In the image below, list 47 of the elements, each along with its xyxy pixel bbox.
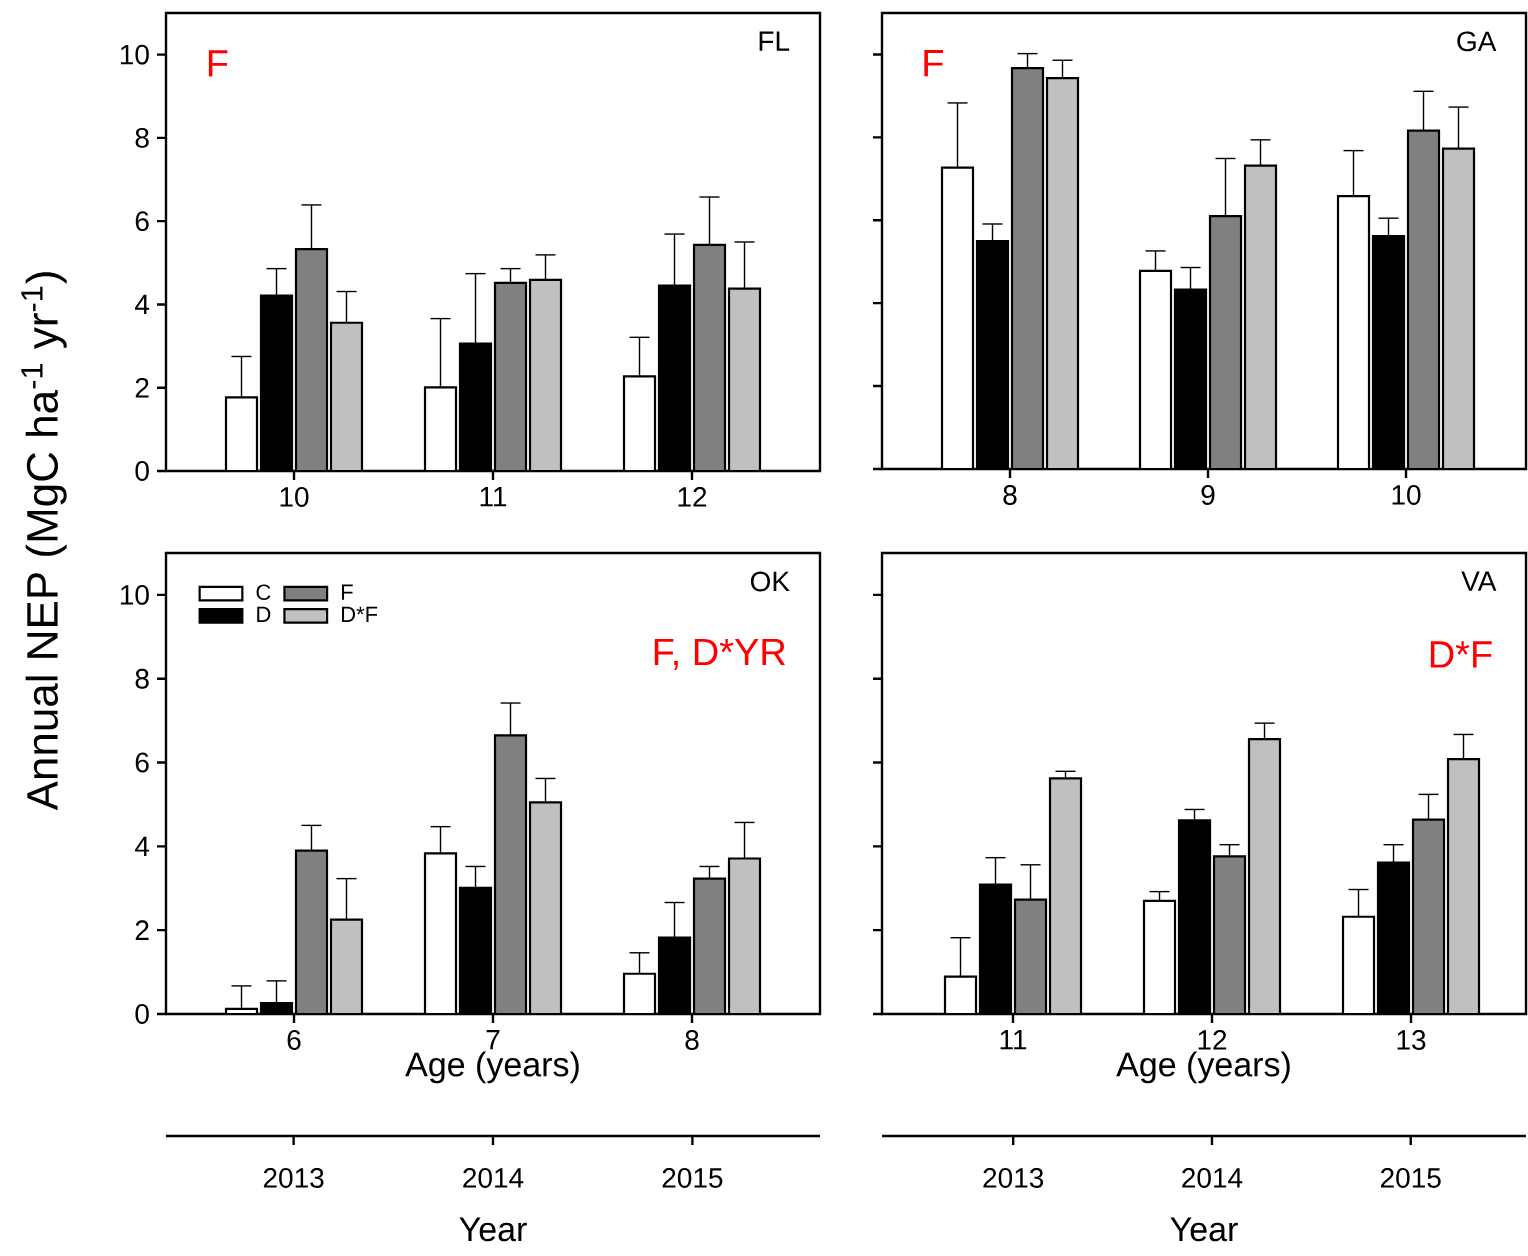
legend-label: F bbox=[342, 584, 353, 600]
x2-axis-title: Year bbox=[1170, 1217, 1238, 1242]
x2-tick-label: 2013 bbox=[983, 1168, 1044, 1188]
text: OK bbox=[750, 571, 790, 592]
x-axis-title: Age (years) bbox=[405, 1051, 579, 1084]
annotation: F bbox=[208, 50, 228, 77]
x-axis-title: Age (years) bbox=[1116, 1051, 1290, 1084]
x-tick-label: 11 bbox=[480, 487, 507, 507]
x-tick-label: 8 bbox=[1003, 485, 1017, 505]
x2-tick-label: 2014 bbox=[1182, 1168, 1243, 1188]
legend-label: C bbox=[256, 584, 271, 601]
annotation: F bbox=[924, 50, 943, 77]
x-tick-label: 12 bbox=[678, 487, 707, 507]
annotation: D*F bbox=[1430, 641, 1492, 668]
y-tick-label: 10 bbox=[120, 44, 149, 65]
text: FL bbox=[759, 31, 790, 51]
legend-label: D bbox=[257, 606, 271, 622]
legend-label: D*F bbox=[342, 606, 378, 622]
y-tick-label: 8 bbox=[135, 127, 149, 148]
x2-tick-label: 2015 bbox=[662, 1168, 723, 1188]
x-tick-label: 10 bbox=[1392, 485, 1421, 505]
x2-tick-label: 2015 bbox=[1380, 1168, 1441, 1188]
annotation: F, D*YR bbox=[654, 638, 785, 670]
y-tick-label: 2 bbox=[135, 377, 149, 398]
y-tick-label: 0 bbox=[135, 461, 149, 481]
x2-axis-title: Year bbox=[459, 1217, 527, 1242]
x-tick-label: 13 bbox=[1397, 1030, 1426, 1050]
x-tick-label: 11 bbox=[1000, 1030, 1027, 1050]
text: GA bbox=[1457, 31, 1497, 52]
x-tick-label: 7 bbox=[486, 1030, 500, 1050]
x-tick-label: 12 bbox=[1198, 1030, 1227, 1050]
x-tick-label: 10 bbox=[280, 487, 309, 507]
y-tick-label: 8 bbox=[135, 668, 149, 689]
y-tick-label: 6 bbox=[135, 211, 149, 232]
y-tick-label: 2 bbox=[135, 920, 149, 940]
x-tick-label: 8 bbox=[685, 1030, 699, 1050]
y-tick-label: 4 bbox=[134, 294, 150, 315]
x2-tick-label: 2014 bbox=[463, 1168, 524, 1188]
y-tick-label: 10 bbox=[120, 584, 149, 605]
y-tick-label: 0 bbox=[135, 1004, 149, 1024]
x-tick-label: 9 bbox=[1201, 485, 1215, 505]
y-tick-label: 4 bbox=[134, 836, 150, 856]
y-axis-title: Annual NEP (MgC ha$^{-1}$ yr$^{-1}$) bbox=[21, 272, 67, 811]
x-tick-label: 6 bbox=[287, 1030, 301, 1050]
x2-tick-label: 2013 bbox=[263, 1168, 324, 1188]
y-tick-label: 6 bbox=[135, 752, 149, 773]
text: VA bbox=[1461, 571, 1497, 591]
